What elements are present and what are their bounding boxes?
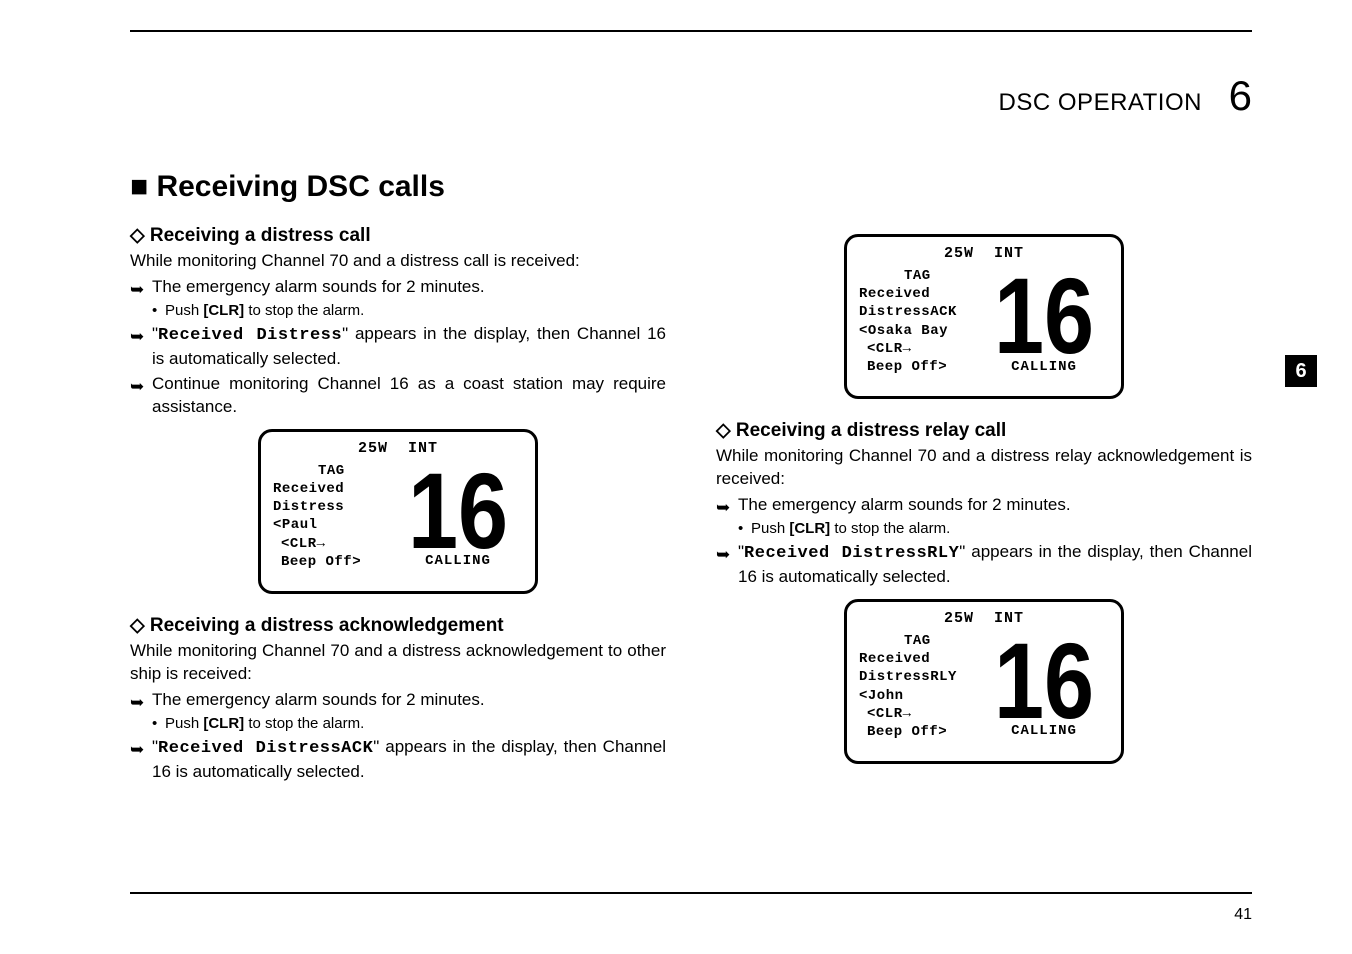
lcd-left-text: TAG Received DistressRLY <John <CLR→ Bee…: [859, 632, 979, 741]
lcd-line: <John: [859, 687, 979, 705]
sub-bullet-prefix: Push: [165, 302, 203, 319]
right-column: 25W INT TAG Received DistressACK <Osaka …: [716, 224, 1252, 786]
arrow-icon: ➥: [130, 279, 144, 302]
sub-bullet-item: Push [CLR] to stop the alarm.: [130, 714, 666, 734]
arrow-icon: ➥: [716, 497, 730, 520]
section-name: DSC OPERATION: [999, 89, 1202, 116]
lcd-body: TAG Received DistressRLY <John <CLR→ Bee…: [859, 632, 1109, 741]
display-text: Received DistressACK: [158, 739, 373, 758]
lcd-beep: Beep Off>: [867, 723, 979, 741]
sub-bullet-prefix: Push: [165, 715, 203, 732]
lcd-line: Received: [273, 480, 393, 498]
bullet-item: ➥ "Received DistressACK" appears in the …: [130, 736, 666, 784]
lcd-body: TAG Received DistressACK <Osaka Bay <CLR…: [859, 267, 1109, 376]
intro-text: While monitoring Channel 70 and a distre…: [716, 445, 1252, 491]
lcd-line: Received: [859, 650, 979, 668]
clr-label: [CLR]: [789, 520, 830, 537]
bullet-item: ➥ Continue monitoring Channel 16 as a co…: [130, 373, 666, 419]
bottom-horizontal-rule: [130, 892, 1252, 894]
bullet-item: ➥ The emergency alarm sounds for 2 minut…: [130, 689, 666, 712]
lcd-beep: Beep Off>: [281, 553, 393, 571]
lcd-clr: <CLR→: [867, 340, 979, 358]
bullet-text: The emergency alarm sounds for 2 minutes…: [738, 495, 1071, 514]
lcd-tag: TAG: [904, 267, 979, 285]
bullet-item: ➥ The emergency alarm sounds for 2 minut…: [130, 276, 666, 299]
bullet-text: The emergency alarm sounds for 2 minutes…: [152, 277, 485, 296]
bullet-item: ➥ "Received DistressRLY" appears in the …: [716, 541, 1252, 589]
lcd-right: 16 CALLING: [979, 632, 1109, 741]
lcd-power: 25W: [924, 245, 974, 262]
page-header: DSC OPERATION 6: [130, 72, 1252, 120]
display-text: Received Distress: [158, 326, 342, 345]
chapter-number: 6: [1229, 72, 1252, 119]
sub-bullet-suffix: to stop the alarm.: [244, 715, 364, 732]
content-columns: ◇ Receiving a distress call While monito…: [130, 224, 1252, 786]
subheading-distress-call: ◇ Receiving a distress call: [130, 224, 666, 247]
arrow-icon: ➥: [716, 544, 730, 567]
arrow-icon: ➥: [130, 376, 144, 399]
subheading-distress-relay: ◇ Receiving a distress relay call: [716, 419, 1252, 442]
lcd-right: 16 CALLING: [393, 462, 523, 571]
left-column: ◇ Receiving a distress call While monito…: [130, 224, 666, 786]
lcd-tag: TAG: [904, 632, 979, 650]
main-heading: ■ Receiving DSC calls: [130, 170, 1252, 204]
clr-label: [CLR]: [203, 715, 244, 732]
sub-bullet-suffix: to stop the alarm.: [244, 302, 364, 319]
lcd-channel: 16: [994, 271, 1094, 363]
lcd-left-text: TAG Received Distress <Paul <CLR→ Beep O…: [273, 462, 393, 571]
lcd-tag: TAG: [318, 462, 393, 480]
bullet-text: Continue monitoring Channel 16 as a coas…: [152, 374, 666, 416]
lcd-power: 25W: [338, 440, 388, 457]
sub-bullet-suffix: to stop the alarm.: [830, 520, 950, 537]
lcd-line: Received: [859, 285, 979, 303]
sub-bullet-item: Push [CLR] to stop the alarm.: [130, 301, 666, 321]
lcd-line: Distress: [273, 498, 393, 516]
intro-text: While monitoring Channel 70 and a distre…: [130, 640, 666, 686]
lcd-line: DistressACK: [859, 303, 979, 321]
sub-bullet-prefix: Push: [751, 520, 789, 537]
lcd-channel: 16: [408, 466, 508, 558]
intro-text: While monitoring Channel 70 and a distre…: [130, 250, 666, 273]
display-text: Received DistressRLY: [744, 544, 959, 563]
bullet-item: ➥ "Received Distress" appears in the dis…: [130, 323, 666, 371]
lcd-right: 16 CALLING: [979, 267, 1109, 376]
bullet-text: The emergency alarm sounds for 2 minutes…: [152, 690, 485, 709]
lcd-channel: 16: [994, 636, 1094, 728]
lcd-beep: Beep Off>: [867, 358, 979, 376]
lcd-line: DistressRLY: [859, 668, 979, 686]
arrow-icon: ➥: [130, 739, 144, 762]
lcd-line: <Osaka Bay: [859, 322, 979, 340]
bullet-item: ➥ The emergency alarm sounds for 2 minut…: [716, 494, 1252, 517]
lcd-display-2: 25W INT TAG Received DistressACK <Osaka …: [844, 234, 1124, 399]
lcd-line: <Paul: [273, 516, 393, 534]
sub-bullet-item: Push [CLR] to stop the alarm.: [716, 519, 1252, 539]
side-tab: 6: [1285, 355, 1317, 387]
lcd-body: TAG Received Distress <Paul <CLR→ Beep O…: [273, 462, 523, 571]
lcd-display-1: 25W INT TAG Received Distress <Paul <CLR…: [258, 429, 538, 594]
lcd-display-3: 25W INT TAG Received DistressRLY <John <…: [844, 599, 1124, 764]
lcd-power: 25W: [924, 610, 974, 627]
top-horizontal-rule: [130, 30, 1252, 32]
arrow-icon: ➥: [130, 692, 144, 715]
lcd-left-text: TAG Received DistressACK <Osaka Bay <CLR…: [859, 267, 979, 376]
lcd-clr: <CLR→: [281, 535, 393, 553]
lcd-clr: <CLR→: [867, 705, 979, 723]
page-number: 41: [1234, 906, 1252, 924]
subheading-distress-ack: ◇ Receiving a distress acknowledgement: [130, 614, 666, 637]
clr-label: [CLR]: [203, 302, 244, 319]
arrow-icon: ➥: [130, 326, 144, 349]
